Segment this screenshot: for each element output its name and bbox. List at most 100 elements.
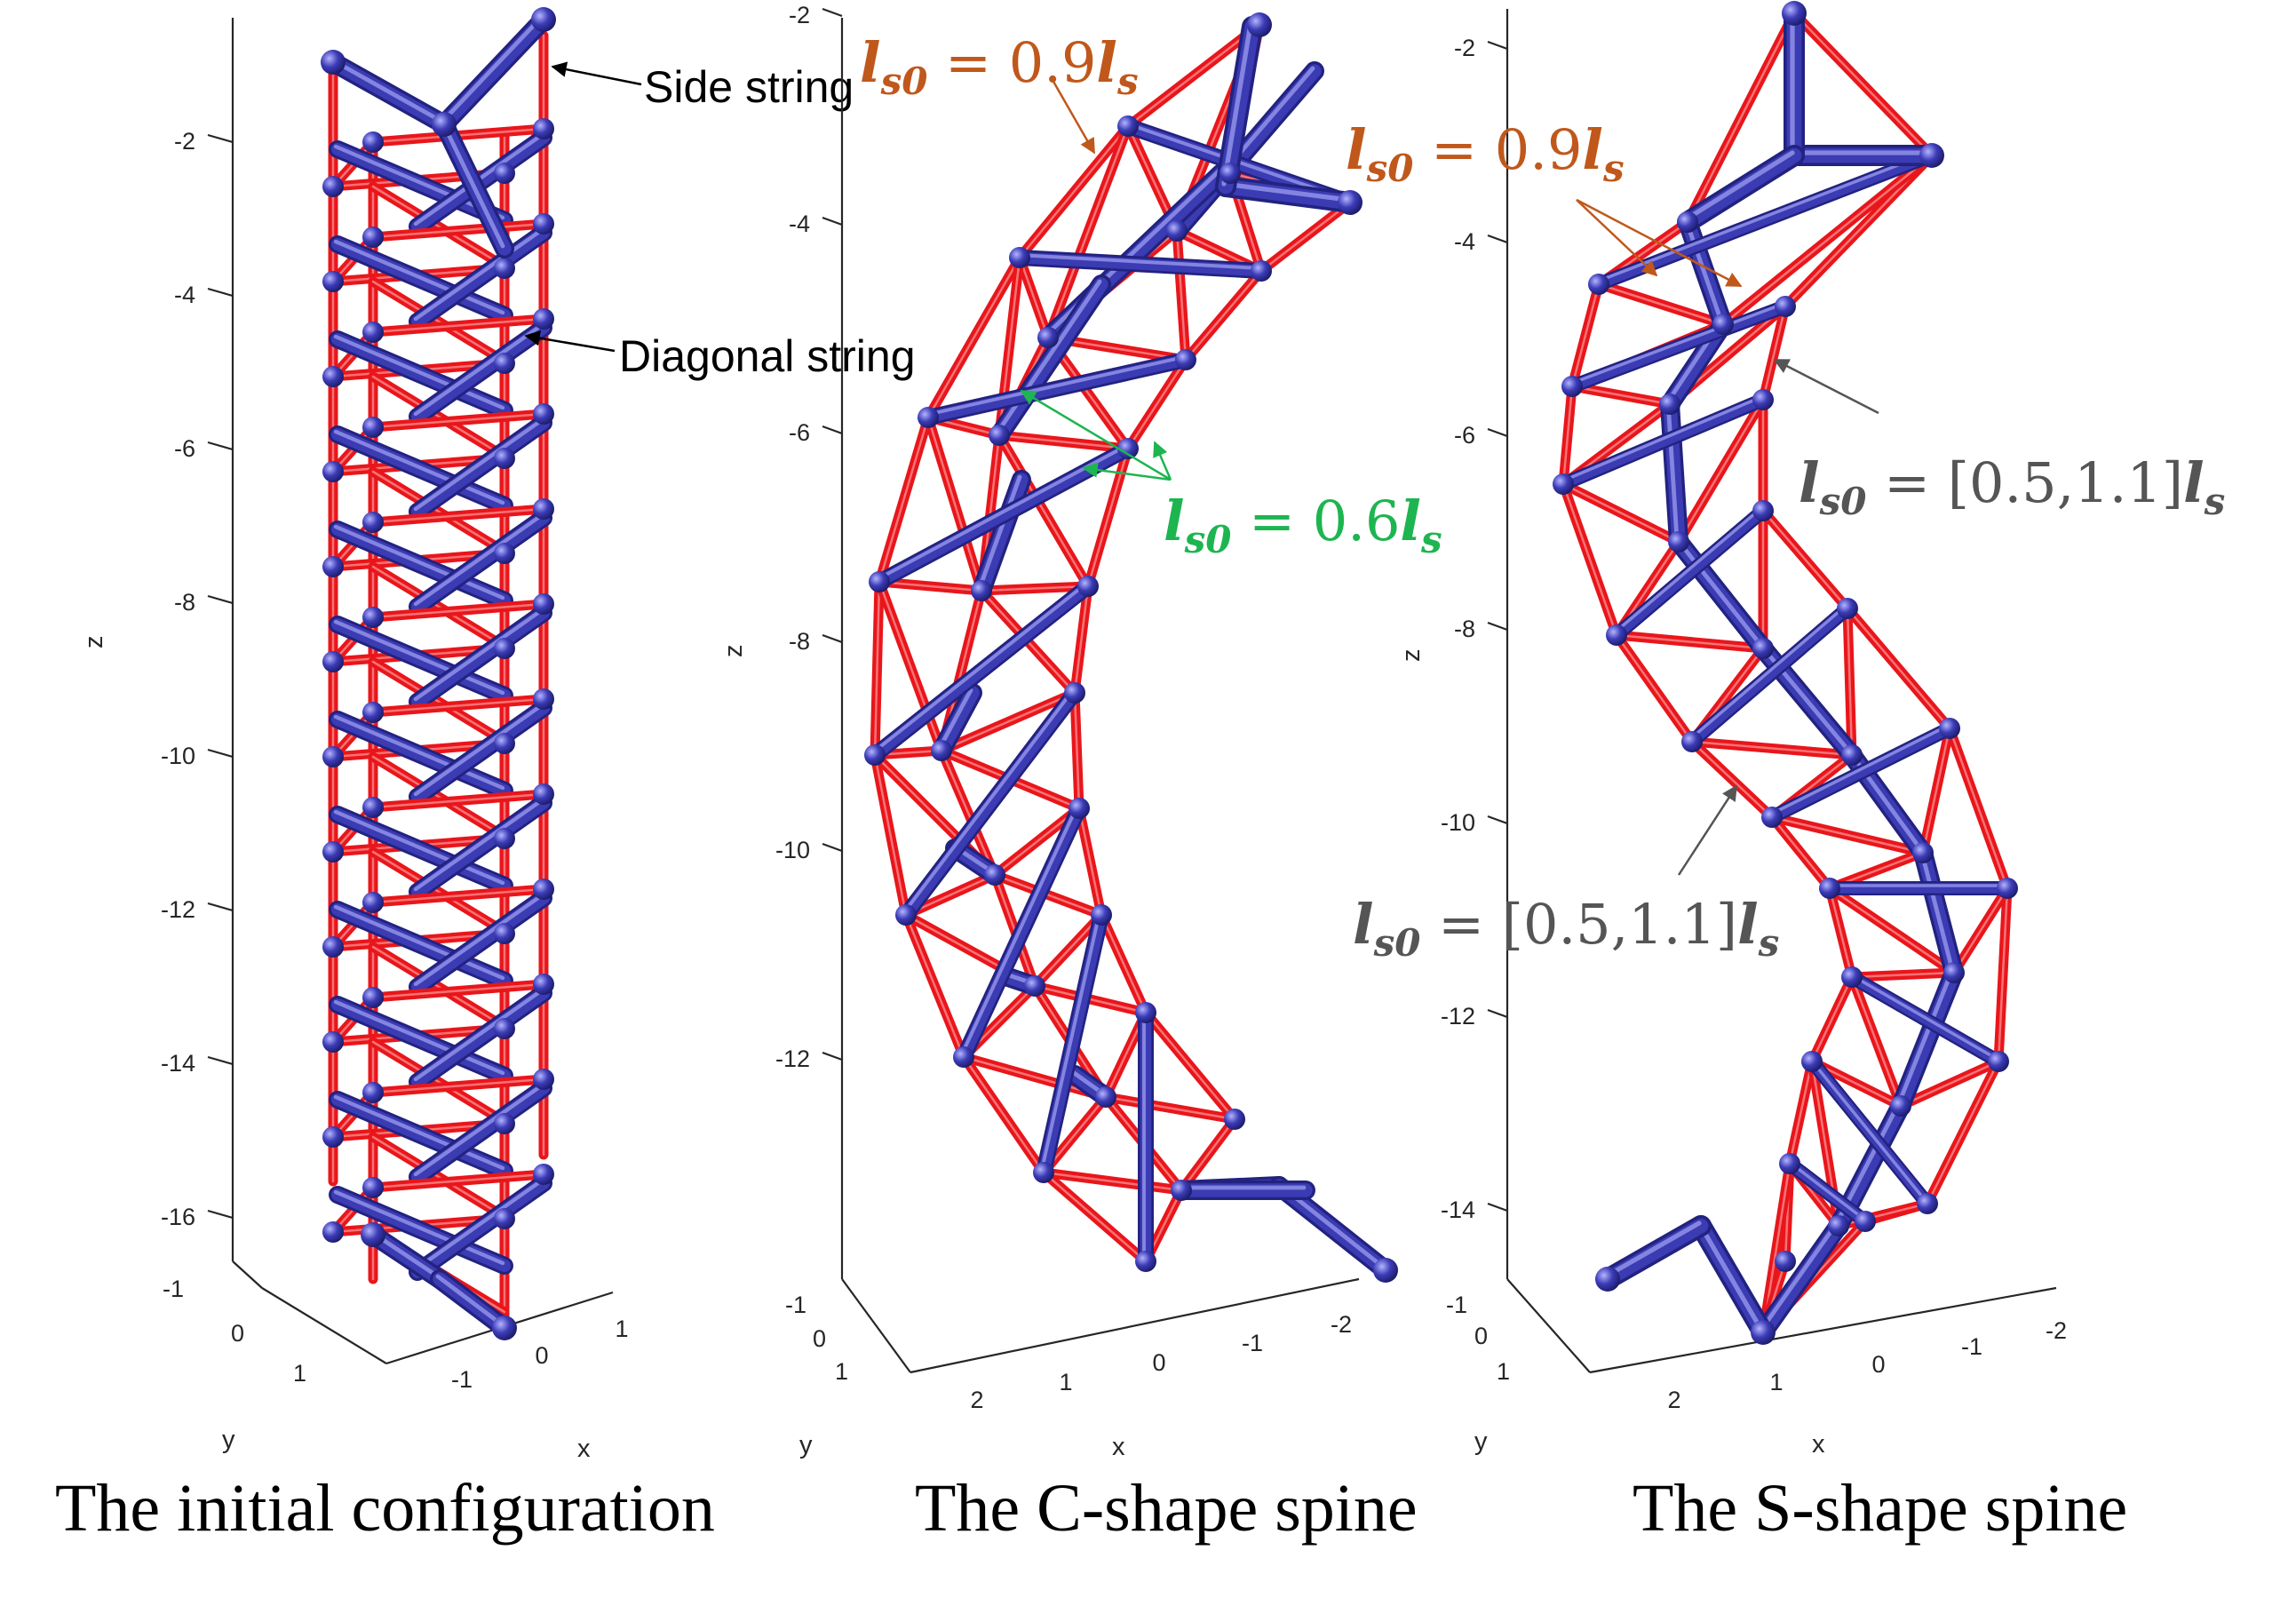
string-highlight [1761,509,1849,610]
bar-highlight [413,1083,544,1177]
node [494,353,515,374]
bar-highlight [1613,506,1763,634]
node [1752,500,1774,521]
string-highlight [1952,886,2009,974]
node [1912,842,1934,863]
node [362,1082,384,1103]
x-tick-label: 0 [1871,1351,1885,1378]
node [494,1208,515,1229]
string-highlight [1828,886,1854,979]
z-tick-label: -6 [1454,422,1475,449]
z-tick-mark [207,1209,234,1220]
string-highlight [1690,740,1854,757]
z-tick-label: -14 [1441,1197,1475,1223]
string-highlight [1073,691,1081,810]
string-highlight [1850,971,1956,979]
caption-s-shape: The S-shape spine [1633,1471,2128,1546]
bar-highlight [1786,1159,1865,1220]
node [895,904,917,926]
node [1943,962,1965,983]
y-tick-label: 0 [231,1320,244,1347]
node [1077,576,1099,597]
node [1561,376,1583,397]
node [1166,220,1188,242]
x-tick-label: 1 [615,1316,628,1342]
z-tick-mark [207,441,234,451]
string-highlight [1926,1060,2000,1205]
z-tick-label: -14 [161,1050,195,1077]
node [1659,394,1680,415]
node [322,271,344,292]
annotation-s-ls0-range-bottom: ls0 = [0.5,1.1]ls [1353,784,1779,965]
bar-highlight [1768,724,1950,816]
node [494,448,515,469]
node [864,744,886,766]
bar-body [1558,394,1768,489]
bar-body [411,227,550,328]
bar-highlight [413,1178,544,1272]
x-tick-label: -2 [2046,1317,2067,1344]
z-tick-label: -16 [161,1204,195,1230]
annotation-diagonal-string: Diagonal string [524,330,916,381]
node [362,227,384,248]
string-highlight [371,982,545,999]
node [533,213,554,235]
bar-highlight [413,417,544,512]
node [1855,1211,1876,1232]
axes-initial: -2-4-6-8-10-12-14-16 -101 -101 z x y [80,18,629,1463]
string-highlight [962,1055,1045,1174]
y-tick-label: -1 [785,1292,806,1318]
string-highlight [371,317,545,334]
x-tick-label: -2 [1331,1311,1352,1338]
bar-body [1680,147,1802,230]
node [1819,878,1840,899]
string-highlight [1761,305,1787,401]
bar-highlight [413,513,544,607]
string-highlight [371,887,545,904]
node [1890,1095,1911,1117]
x-tick-label: -1 [1961,1333,1982,1360]
s-ls0-range-top-label: ls0 = [0.5,1.1]ls [1799,450,2225,523]
z-tick-mark [1487,234,1508,244]
bar-body [1037,909,1108,1179]
bar-body [1611,505,1768,640]
string-highlight [1828,886,1956,974]
string-highlight [993,873,1103,917]
bar-highlight [925,355,1186,417]
node [494,543,515,564]
string-highlight [371,507,545,524]
y-axis-label: y [222,1426,235,1454]
bar-highlight [440,14,544,124]
z-tick-label: -12 [1441,1003,1475,1030]
string-highlight [878,580,983,592]
bar-highlight [1221,21,1253,187]
node [1064,682,1085,704]
node [362,892,384,913]
z-tick-mark [822,842,843,853]
string-highlight [1086,447,1130,588]
string-highlight [371,697,545,714]
y-tick-label: 1 [835,1358,848,1385]
z-tick-mark [822,425,843,435]
x-tick-label: 1 [1059,1369,1072,1395]
bar-highlight [1896,967,1955,1106]
node [1095,1086,1116,1108]
string-highlight [1570,282,1601,388]
node [1251,260,1272,282]
node [1917,1193,1938,1214]
z-tick-mark [207,902,234,912]
bar-body [1687,603,1853,747]
node [989,425,1010,446]
node [533,1164,554,1185]
string-highlight [926,256,1021,419]
axes-c-shape: -2-4-6-8-10-12 210-1-2 -101 z x y [719,2,1360,1461]
node [321,50,346,75]
string-highlight [1948,727,2009,890]
bar-body [869,580,1094,761]
bar-body [437,12,551,131]
node [432,112,457,137]
bar-body [1218,179,1358,211]
string-highlight [1126,23,1261,128]
string-highlight [873,753,908,917]
string-highlight [1597,282,1725,326]
